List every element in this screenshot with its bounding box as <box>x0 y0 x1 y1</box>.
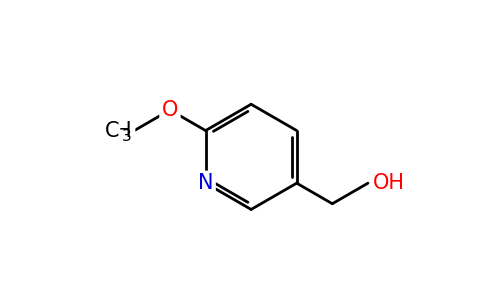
Text: O: O <box>162 100 178 120</box>
Text: N: N <box>198 173 213 193</box>
Text: OH: OH <box>373 173 405 193</box>
Text: 3: 3 <box>121 129 132 144</box>
Text: H: H <box>117 121 132 141</box>
Text: C: C <box>105 121 119 141</box>
Text: H: H <box>119 121 135 141</box>
